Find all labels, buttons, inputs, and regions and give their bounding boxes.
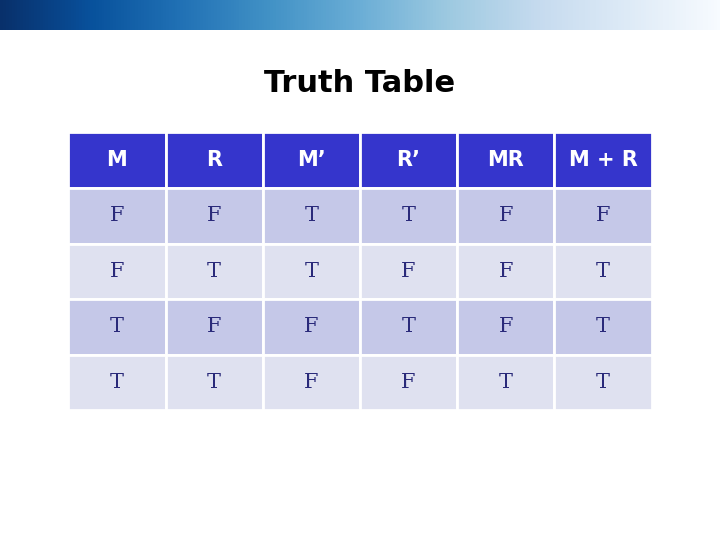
Text: T: T: [305, 206, 318, 225]
Text: T: T: [207, 373, 221, 392]
Text: F: F: [207, 318, 222, 336]
Text: F: F: [304, 373, 319, 392]
Text: F: F: [401, 373, 416, 392]
Text: F: F: [304, 318, 319, 336]
Text: F: F: [207, 206, 222, 225]
Text: M + R: M + R: [569, 150, 637, 170]
Text: T: T: [596, 318, 610, 336]
Text: F: F: [498, 206, 513, 225]
Text: T: T: [499, 373, 513, 392]
Text: Truth Table: Truth Table: [264, 69, 456, 98]
Text: T: T: [402, 206, 415, 225]
Text: F: F: [498, 262, 513, 281]
Text: T: T: [596, 373, 610, 392]
Text: R: R: [206, 150, 222, 170]
Text: M’: M’: [297, 150, 325, 170]
Text: R’: R’: [397, 150, 420, 170]
Text: T: T: [596, 262, 610, 281]
Text: F: F: [109, 262, 125, 281]
Text: F: F: [109, 206, 125, 225]
Text: T: T: [110, 318, 124, 336]
Text: T: T: [402, 318, 415, 336]
Text: T: T: [207, 262, 221, 281]
Text: M: M: [107, 150, 127, 170]
Text: MR: MR: [487, 150, 524, 170]
Text: T: T: [110, 373, 124, 392]
Text: F: F: [498, 318, 513, 336]
Text: F: F: [595, 206, 611, 225]
Text: F: F: [401, 262, 416, 281]
Text: T: T: [305, 262, 318, 281]
